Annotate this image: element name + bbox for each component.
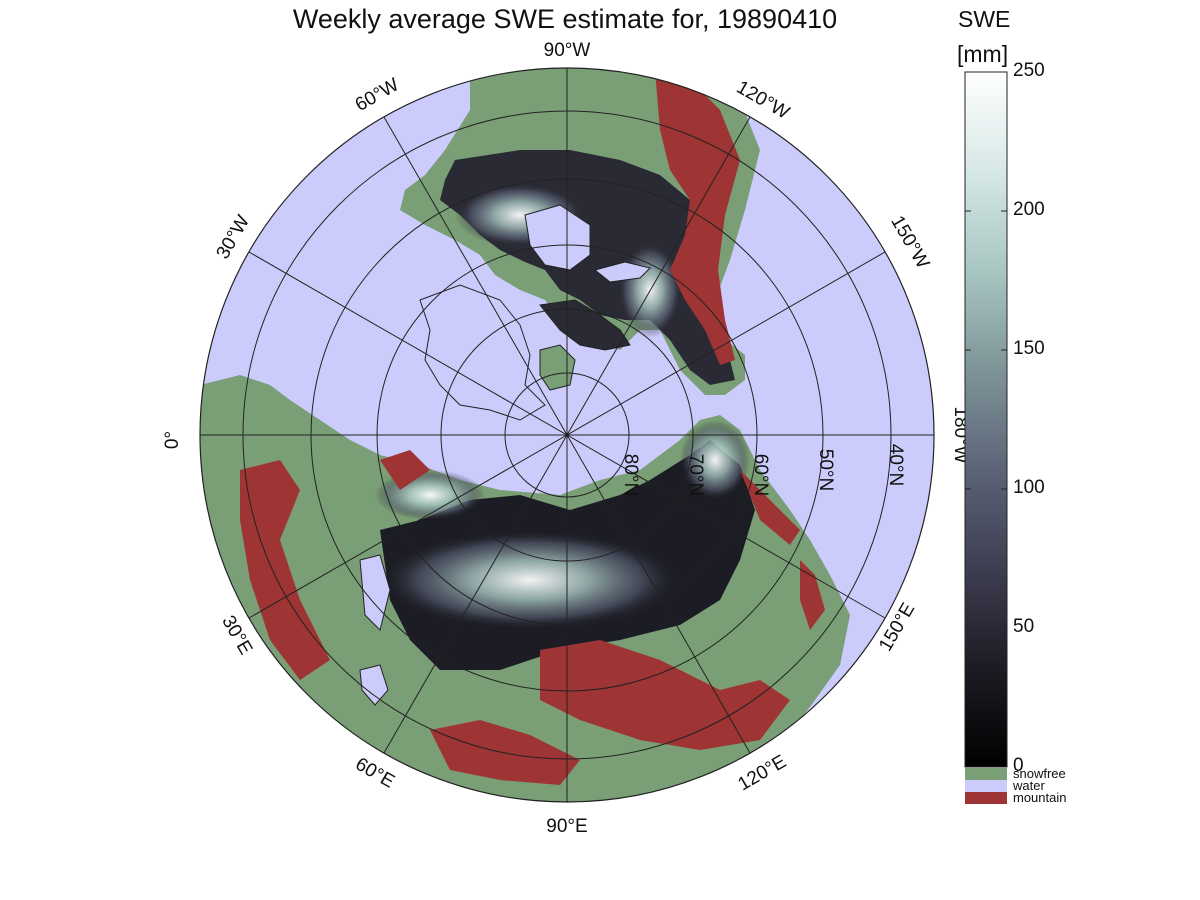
snow-maximum-scandinavia — [375, 470, 485, 520]
lon-label-0: 0° — [162, 431, 183, 449]
colorbar-gradient — [964, 71, 1008, 768]
map-title: Weekly average SWE estimate for, 1989041… — [292, 4, 838, 34]
colorbar-tick-label: 50 — [1013, 616, 1035, 637]
colorbar-legend — [965, 768, 1007, 804]
lon-label-60w: 60°W — [352, 74, 403, 116]
lat-label-50n: 50°N — [815, 449, 836, 491]
snow-maximum-siberia — [380, 530, 680, 630]
central-asia-mountains — [540, 640, 790, 750]
baffin-island — [539, 344, 576, 391]
rocky-mountains — [655, 70, 740, 365]
legend-swatch-snowfree — [965, 768, 1007, 780]
lon-label-90e: 90°E — [546, 816, 587, 837]
lat-label-60n: 60°N — [750, 454, 771, 496]
colorbar — [964, 71, 1008, 804]
legend-label-snowfree: snowfree — [1013, 766, 1066, 781]
baltic-sea — [359, 554, 391, 631]
legend-label-water: water — [1013, 778, 1045, 793]
lon-label-60e: 60°E — [352, 754, 398, 793]
lat-label-80n: 80°N — [620, 454, 641, 496]
legend-swatch-mountain — [965, 792, 1007, 804]
colorbar-tick-label: 0 — [1013, 755, 1024, 776]
kamchatka — [800, 560, 825, 630]
east-siberian-coast — [740, 470, 800, 545]
colorbar-title: SWE — [958, 6, 1011, 32]
colorbar-tick-label: 100 — [1013, 477, 1045, 498]
snow-maximum-east-siberia — [680, 420, 750, 500]
caspian-sea — [359, 664, 389, 706]
european-mountains — [240, 460, 330, 680]
map-border — [199, 67, 935, 803]
lat-label-70n: 70°N — [685, 454, 706, 496]
colorbar-unit: [mm] — [957, 41, 1009, 67]
lat-label-40n: 40°N — [885, 444, 906, 486]
greenland-outline — [419, 284, 546, 421]
lon-label-90w: 90°W — [544, 40, 591, 61]
legend-label-mountain: mountain — [1013, 790, 1067, 805]
scandinavia-mountains — [380, 450, 430, 490]
legend-swatch-water — [965, 780, 1007, 792]
graticule — [200, 68, 934, 802]
colorbar-tick-label: 150 — [1013, 338, 1045, 359]
colorbar-tick-label: 250 — [1013, 60, 1045, 81]
lon-label-150w: 150°W — [886, 212, 933, 272]
great-lakes — [593, 261, 651, 283]
himalaya-mountains — [430, 720, 580, 785]
colorbar-tick-marks — [965, 71, 1007, 768]
colorbar-tick-label: 200 — [1013, 199, 1045, 220]
